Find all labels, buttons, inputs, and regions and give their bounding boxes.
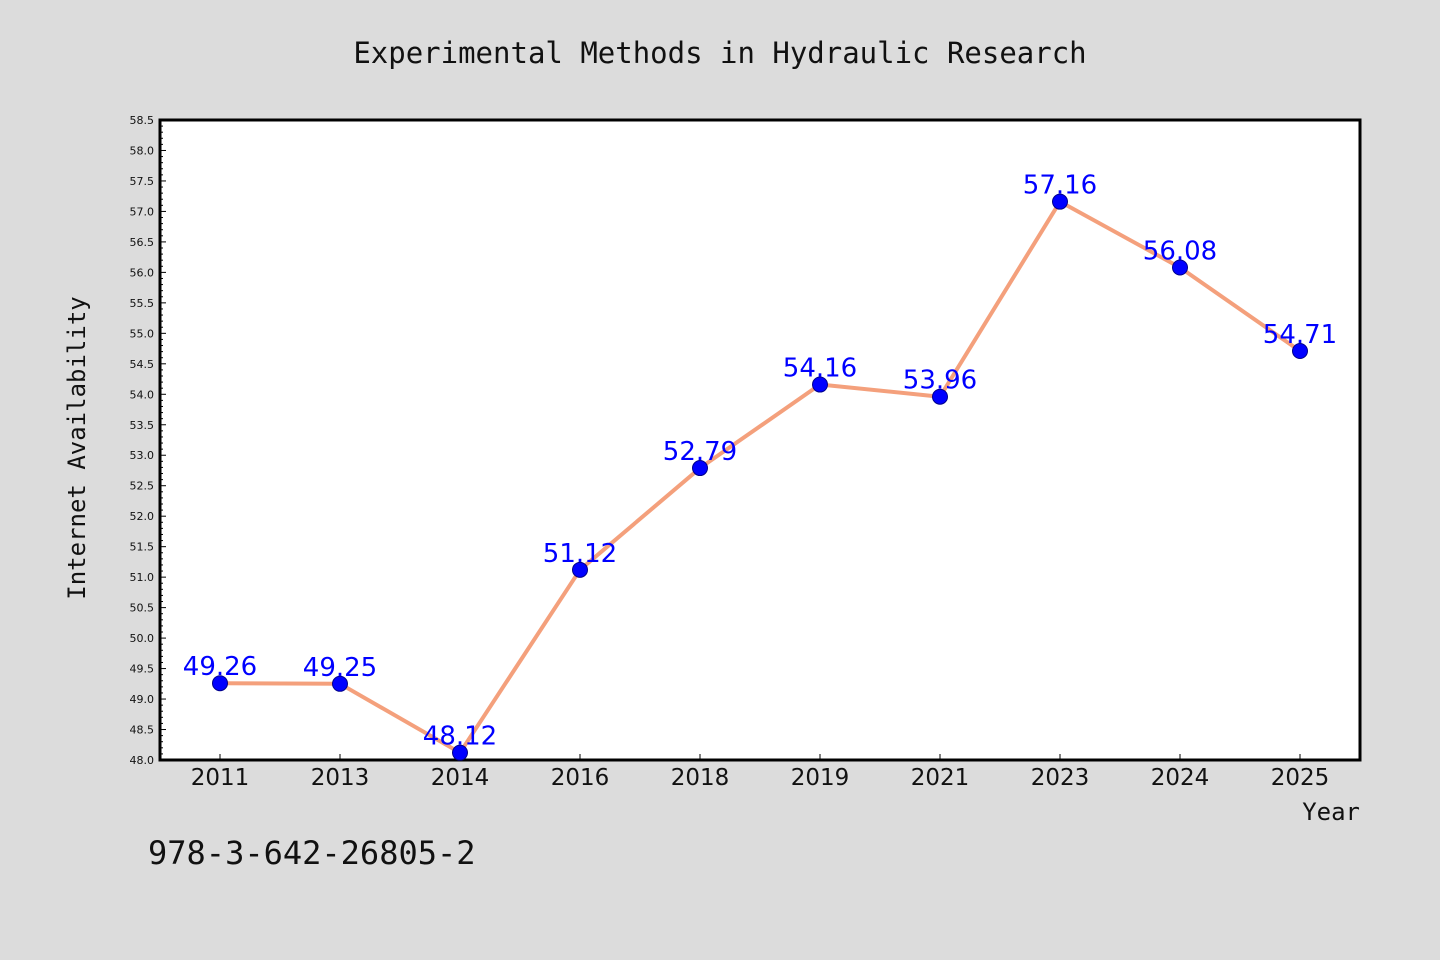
data-label: 48.12 bbox=[423, 722, 497, 752]
x-tick-label: 2024 bbox=[1151, 765, 1210, 791]
x-tick-label: 2018 bbox=[671, 765, 730, 791]
x-axis: 2011 2013 2014 2016 2018 2019 2021 2023 2024 2025 bbox=[191, 754, 1330, 791]
data-label: 52.79 bbox=[663, 437, 737, 467]
y-tick-label: 48.5 bbox=[130, 724, 155, 737]
y-axis: 48.0 48.5 49.0 49.5 50.0 50.5 51.0 51.5 52.0 52.5… bbox=[130, 114, 166, 767]
y-tick-label: 51.5 bbox=[130, 541, 155, 554]
data-point bbox=[212, 675, 228, 692]
data-label: 57.16 bbox=[1023, 171, 1097, 201]
data-labels: 49.26 49.25 48.12 51.12 52.79 54.16 53.96 57.16… bbox=[183, 171, 1337, 752]
y-tick-label: 48.0 bbox=[130, 754, 155, 767]
x-tick-label: 2011 bbox=[191, 765, 250, 791]
data-label: 51.12 bbox=[543, 539, 617, 569]
isbn-footnote: 978-3-642-26805-2 bbox=[148, 834, 476, 872]
y-tick-label: 52.0 bbox=[130, 510, 155, 523]
y-tick-label: 58.5 bbox=[130, 114, 155, 127]
data-label: 54.71 bbox=[1263, 320, 1337, 350]
data-point bbox=[572, 561, 588, 578]
y-tick-label: 50.0 bbox=[130, 632, 155, 645]
data-label: 56.08 bbox=[1143, 237, 1217, 267]
y-tick-label: 53.5 bbox=[130, 419, 155, 432]
y-tick-label: 57.0 bbox=[130, 205, 155, 218]
data-point bbox=[1172, 259, 1188, 276]
x-tick-label: 2014 bbox=[431, 765, 490, 791]
data-point bbox=[1052, 193, 1068, 210]
y-tick-label: 49.0 bbox=[130, 693, 155, 706]
y-tick-label: 55.5 bbox=[130, 297, 155, 310]
data-point bbox=[692, 460, 708, 477]
y-tick-label: 56.5 bbox=[130, 236, 155, 249]
x-tick-label: 2023 bbox=[1031, 765, 1090, 791]
data-point bbox=[1292, 343, 1308, 360]
plot-area bbox=[158, 118, 1362, 762]
x-axis-label: Year bbox=[1302, 798, 1360, 826]
series-polyline bbox=[219, 199, 1302, 755]
data-point bbox=[452, 744, 468, 761]
series-line bbox=[212, 193, 1308, 761]
x-tick-label: 2013 bbox=[311, 765, 370, 791]
y-tick-label: 54.5 bbox=[130, 358, 155, 371]
y-axis-label: Internet Availability bbox=[63, 296, 91, 599]
y-tick-label: 54.0 bbox=[130, 388, 155, 401]
y-tick-label: 51.0 bbox=[130, 571, 155, 584]
data-label: 49.26 bbox=[183, 652, 257, 682]
data-label: 54.16 bbox=[783, 354, 857, 384]
chart-title: Experimental Methods in Hydraulic Resear… bbox=[353, 36, 1086, 70]
y-tick-label: 50.5 bbox=[130, 602, 155, 615]
x-tick-label: 2025 bbox=[1271, 765, 1330, 791]
y-tick-label: 53.0 bbox=[130, 449, 155, 462]
x-tick-label: 2019 bbox=[791, 765, 850, 791]
x-tick-label: 2016 bbox=[551, 765, 610, 791]
data-label: 49.25 bbox=[303, 653, 377, 683]
y-tick-label: 52.5 bbox=[130, 480, 155, 493]
data-point bbox=[812, 376, 828, 393]
y-tick-label: 58.0 bbox=[130, 144, 155, 157]
y-tick-label: 55.0 bbox=[130, 327, 155, 340]
y-tick-label: 57.5 bbox=[130, 175, 155, 188]
y-tick-label: 56.0 bbox=[130, 266, 155, 279]
data-point bbox=[932, 388, 948, 405]
data-label: 53.96 bbox=[903, 366, 977, 396]
y-tick-label: 49.5 bbox=[130, 663, 155, 676]
x-tick-label: 2021 bbox=[911, 765, 970, 791]
data-point bbox=[332, 675, 348, 692]
